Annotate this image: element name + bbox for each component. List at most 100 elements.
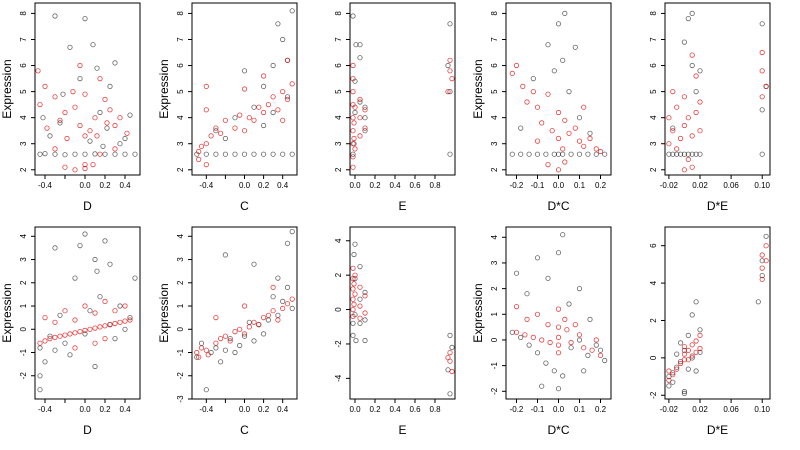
plot-frame [34,2,141,176]
data-point [102,151,108,157]
data-point [693,109,699,116]
data-point [524,316,530,322]
data-point [42,83,48,90]
data-point [689,164,695,170]
y-tick-label: 6 [490,63,499,68]
data-point [87,128,93,134]
data-point [241,331,248,337]
y-tick-label: 5 [490,89,499,94]
data-point [670,125,676,131]
data-point [251,151,257,157]
data-point [57,333,63,339]
black-point-series [194,229,295,393]
data-point [551,368,557,374]
data-point [513,270,520,276]
y-tick-label: 8 [490,11,499,16]
y-tick-label: 7 [176,37,185,42]
x-tick-label: 0.2 [595,181,607,190]
data-point [90,42,96,48]
data-point [52,245,58,251]
y-tick-label: 1 [490,312,499,317]
data-point [82,91,88,97]
data-point [289,81,295,87]
data-point [362,107,368,113]
y-tick-label: 3 [176,141,185,146]
data-point [693,349,699,355]
data-point [674,364,680,370]
x-tick-label: 0.4 [119,181,131,190]
data-point [107,83,113,90]
data-point [587,135,593,142]
data-point [222,347,228,353]
data-point [47,333,53,339]
y-tick-label: 3 [19,257,28,262]
x-tick-label: 0.0 [553,405,565,414]
data-point [82,162,88,168]
data-point [72,330,78,336]
y-tick-label: 2 [19,167,28,172]
data-point [518,151,524,157]
x-tick-label: -0.4 [199,405,213,414]
y-tick-label: 6 [334,63,343,68]
y-tick-label: 0 [649,355,658,360]
data-point [362,289,368,295]
data-point [560,232,566,238]
data-point [260,331,267,337]
red-point-series [513,303,604,358]
x-tick-label: 0.0 [239,181,251,190]
data-point [530,89,536,95]
data-point [362,128,368,134]
red-point-series [509,62,604,173]
data-point [674,366,680,372]
data-point [82,303,88,309]
y-tick-label: 2 [19,280,28,285]
data-point [555,151,562,157]
y-tick-label: 7 [19,37,28,42]
data-point [42,151,48,157]
data-point [94,268,100,274]
black-point-series [37,13,138,158]
x-tick-label: -0.2 [510,405,524,414]
data-point [759,49,765,56]
x-axis-label: D [83,199,92,213]
y-tick-label: -4 [334,374,343,382]
data-point [82,133,88,139]
data-point [602,357,608,364]
data-point [568,345,574,351]
y-tick-label: 7 [490,37,499,42]
y-tick-label: 8 [334,11,343,16]
data-point [693,151,699,157]
data-point [581,368,587,374]
plot-frame [505,226,612,400]
data-point [256,321,262,328]
data-point [102,298,108,304]
data-point [587,130,593,136]
data-point [689,52,695,58]
x-tick-label: 0.4 [277,181,289,190]
data-point [555,334,562,340]
data-point [222,333,228,339]
data-point [275,275,281,281]
data-point [72,345,78,351]
data-point [203,141,209,147]
data-point [526,342,532,348]
data-point [246,324,252,330]
data-point [681,390,688,396]
data-point [222,252,228,258]
plot-frame [191,2,298,176]
data-point [97,151,103,157]
data-point [275,317,281,323]
data-point [62,152,68,158]
data-point [693,299,699,305]
y-tick-label: -2 [334,340,343,348]
data-point [100,143,106,149]
data-point [697,99,703,105]
data-point [87,138,93,144]
data-point [576,285,583,292]
data-point [107,321,113,328]
y-tick-label: 4 [19,115,28,120]
data-point [697,68,703,74]
x-axis-label: C [240,199,249,213]
data-point [674,151,680,157]
data-point [35,68,41,74]
